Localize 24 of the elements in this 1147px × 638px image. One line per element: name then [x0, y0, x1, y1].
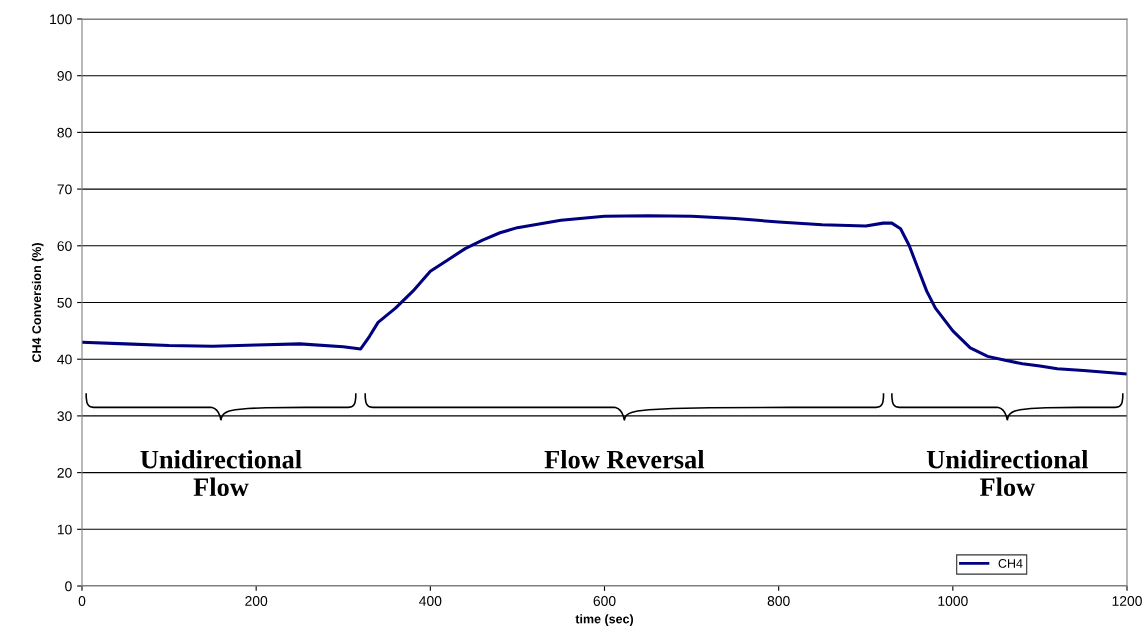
y-tick-label: 80	[57, 127, 72, 138]
annotation: Unidirectional Flow	[926, 449, 1089, 497]
y-tick-label: 90	[57, 71, 72, 81]
y-tick-label: 0	[65, 581, 72, 592]
x-tick-label: 600	[593, 596, 616, 606]
legend-label: CH4	[998, 559, 1023, 568]
x-tick-label: 400	[419, 596, 442, 606]
x-tick-label: 800	[767, 596, 790, 606]
annotation: Unidirectional Flow	[140, 449, 302, 497]
y-tick-label: 20	[57, 467, 72, 478]
x-tick-label: 0	[78, 596, 86, 606]
y-tick-label: 30	[57, 411, 72, 422]
y-tick-label: 50	[57, 297, 72, 308]
y-tick-label: 100	[50, 14, 72, 25]
x-axis-title: time (sec)	[575, 614, 634, 626]
y-tick-label: 40	[57, 354, 72, 365]
y-axis-title: CH4 Conversion (%)	[31, 243, 44, 363]
x-tick-label: 1200	[1112, 596, 1142, 606]
y-tick-label: 70	[57, 184, 72, 195]
y-tick-label: 10	[57, 524, 72, 535]
y-tick-label: 60	[57, 241, 72, 251]
annotation: Flow Reversal	[544, 449, 705, 469]
x-tick-label: 200	[245, 596, 268, 606]
x-tick-label: 1000	[938, 596, 968, 606]
